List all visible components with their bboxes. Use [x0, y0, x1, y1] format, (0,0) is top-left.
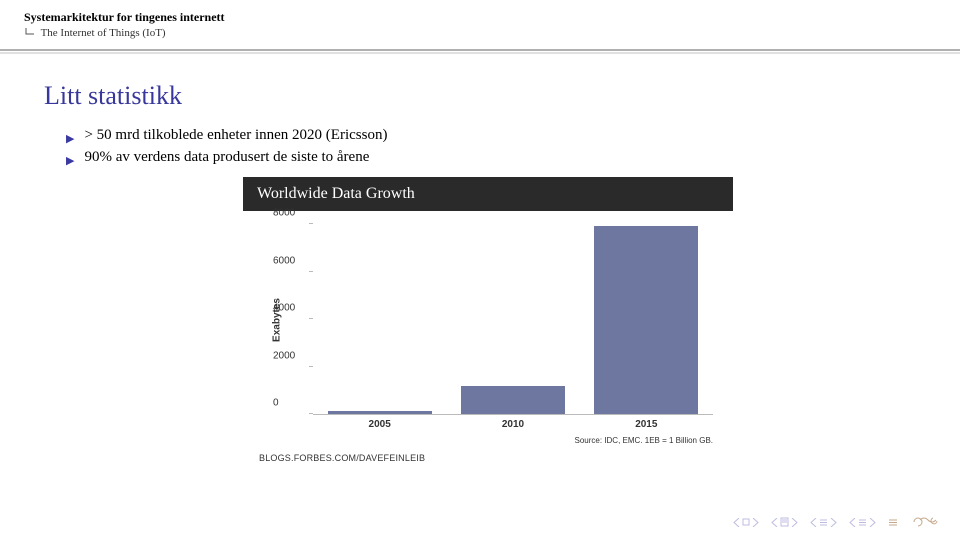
- lines-icon: [858, 518, 867, 527]
- slide-header: Systemarkitektur for tingenes internett …: [0, 0, 960, 43]
- chevron-right-icon: [830, 518, 837, 527]
- chart-y-tick: 4000: [273, 303, 295, 314]
- square-icon: [742, 518, 750, 526]
- chart-blog-credit: BLOGS.FORBES.COM/DAVEFEINLEIB: [259, 453, 723, 463]
- list-item: ▶ > 50 mrd tilkoblede enheter innen 2020…: [66, 127, 932, 145]
- chevron-right-icon: [791, 518, 798, 527]
- document-icon: [780, 517, 789, 527]
- tree-branch-icon: [24, 28, 38, 38]
- nav-prev-frame[interactable]: [849, 518, 876, 527]
- chart-x-tick: 2015: [594, 419, 698, 430]
- nav-lines-icon[interactable]: [888, 518, 898, 527]
- chart-plot-area: Exabytes 02000400060008000: [313, 225, 713, 415]
- slide-content: Litt statistikk ▶ > 50 mrd tilkoblede en…: [0, 55, 960, 469]
- nav-prev-subsection[interactable]: [810, 518, 837, 527]
- chart-source: Source: IDC, EMC. 1EB = 1 Billion GB.: [253, 436, 713, 445]
- bullet-list: ▶ > 50 mrd tilkoblede enheter innen 2020…: [44, 127, 932, 167]
- bullet-text: 90% av verdens data produsert de siste t…: [84, 149, 369, 166]
- section-title: The Internet of Things (IoT): [41, 27, 166, 39]
- bullet-marker-icon: ▶: [66, 154, 74, 167]
- chart-y-tick: 2000: [273, 350, 295, 361]
- breadcrumb: The Internet of Things (IoT): [24, 27, 960, 39]
- chart-bar: [461, 386, 565, 415]
- chevron-right-icon: [752, 518, 759, 527]
- chart-y-tick: 6000: [273, 255, 295, 266]
- chart-bar: [328, 411, 432, 414]
- nav-undo[interactable]: [910, 516, 940, 528]
- nav-first[interactable]: [733, 518, 759, 527]
- chart-x-labels: 2005 2010 2015: [313, 419, 713, 430]
- beamer-nav: [733, 516, 940, 528]
- chart-body: Exabytes 02000400060008000 200520102015 …: [243, 211, 733, 469]
- chevron-left-icon: [771, 518, 778, 527]
- chart-x-tick: 2005: [328, 419, 432, 430]
- chart-title: Worldwide Data Growth: [243, 177, 733, 211]
- bullet-marker-icon: ▶: [66, 132, 74, 145]
- undo-icon: [910, 516, 940, 528]
- chart-y-tick: 0: [273, 398, 279, 409]
- header-divider: [0, 49, 960, 55]
- chart-container: Worldwide Data Growth Exabytes 020004000…: [243, 177, 733, 469]
- chevron-left-icon: [733, 518, 740, 527]
- slide-title: Litt statistikk: [44, 81, 932, 111]
- course-title: Systemarkitektur for tingenes internett: [24, 10, 960, 25]
- chevron-left-icon: [810, 518, 817, 527]
- chevron-right-icon: [869, 518, 876, 527]
- chart-bars: [313, 225, 713, 414]
- chart-y-tick: 8000: [273, 208, 295, 219]
- lines-icon: [888, 518, 898, 527]
- chart-x-tick: 2010: [461, 419, 565, 430]
- bullet-text: > 50 mrd tilkoblede enheter innen 2020 (…: [84, 127, 387, 144]
- list-item: ▶ 90% av verdens data produsert de siste…: [66, 149, 932, 167]
- lines-icon: [819, 518, 828, 527]
- chevron-left-icon: [849, 518, 856, 527]
- nav-prev-section[interactable]: [771, 517, 798, 527]
- chart-bar: [594, 226, 698, 414]
